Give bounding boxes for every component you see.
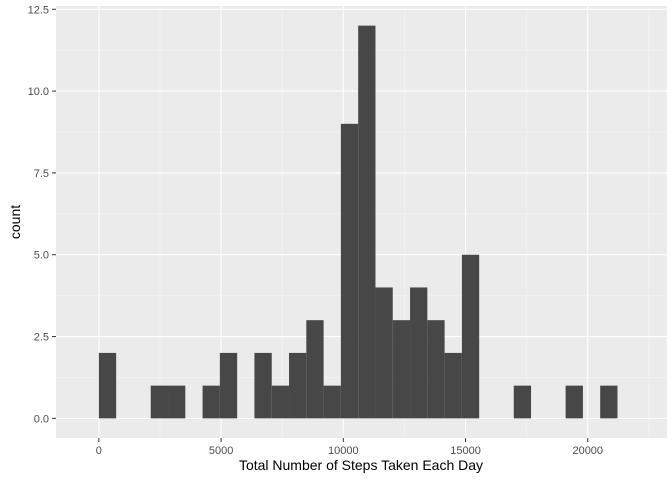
histogram-bar — [98, 352, 117, 419]
histogram-bar — [150, 385, 169, 419]
x-axis: 0 5000 10000 15000 20000 — [96, 438, 603, 457]
y-tick-label: 0.0 — [34, 413, 49, 425]
histogram-bar — [202, 385, 220, 419]
x-axis-title: Total Number of Steps Taken Each Day — [239, 457, 483, 473]
histogram-bar — [410, 287, 428, 419]
histogram-bar — [306, 320, 324, 419]
histogram-bar — [254, 352, 272, 419]
histogram-bar — [565, 385, 583, 419]
histogram-bar — [358, 25, 376, 419]
histogram-bar — [323, 385, 341, 419]
histogram-bars — [98, 25, 618, 419]
histogram-bar — [427, 320, 445, 419]
histogram-bar — [289, 352, 307, 419]
y-tick-label: 12.5 — [28, 4, 49, 16]
histogram-bar — [340, 123, 359, 419]
y-tick-label: 7.5 — [34, 168, 49, 180]
x-tick-label: 5000 — [209, 445, 233, 457]
y-axis: 0.0 2.5 5.0 7.5 10.0 12.5 — [28, 4, 56, 425]
y-axis-title: count — [7, 205, 23, 239]
histogram-bar — [219, 352, 238, 419]
histogram-bar — [375, 287, 393, 419]
histogram-bar — [461, 254, 480, 419]
histogram-bar — [271, 385, 290, 419]
histogram-bar — [392, 320, 411, 419]
histogram-bar — [444, 352, 462, 419]
y-tick-label: 2.5 — [34, 332, 49, 344]
histogram-bar — [600, 385, 618, 419]
y-tick-label: 10.0 — [28, 86, 49, 98]
histogram-bar — [168, 385, 186, 419]
histogram-bar — [513, 385, 532, 419]
y-tick-label: 5.0 — [34, 250, 49, 262]
x-tick-label: 15000 — [450, 445, 481, 457]
x-tick-label: 0 — [96, 445, 102, 457]
x-tick-label: 20000 — [572, 445, 603, 457]
x-tick-label: 10000 — [328, 445, 359, 457]
